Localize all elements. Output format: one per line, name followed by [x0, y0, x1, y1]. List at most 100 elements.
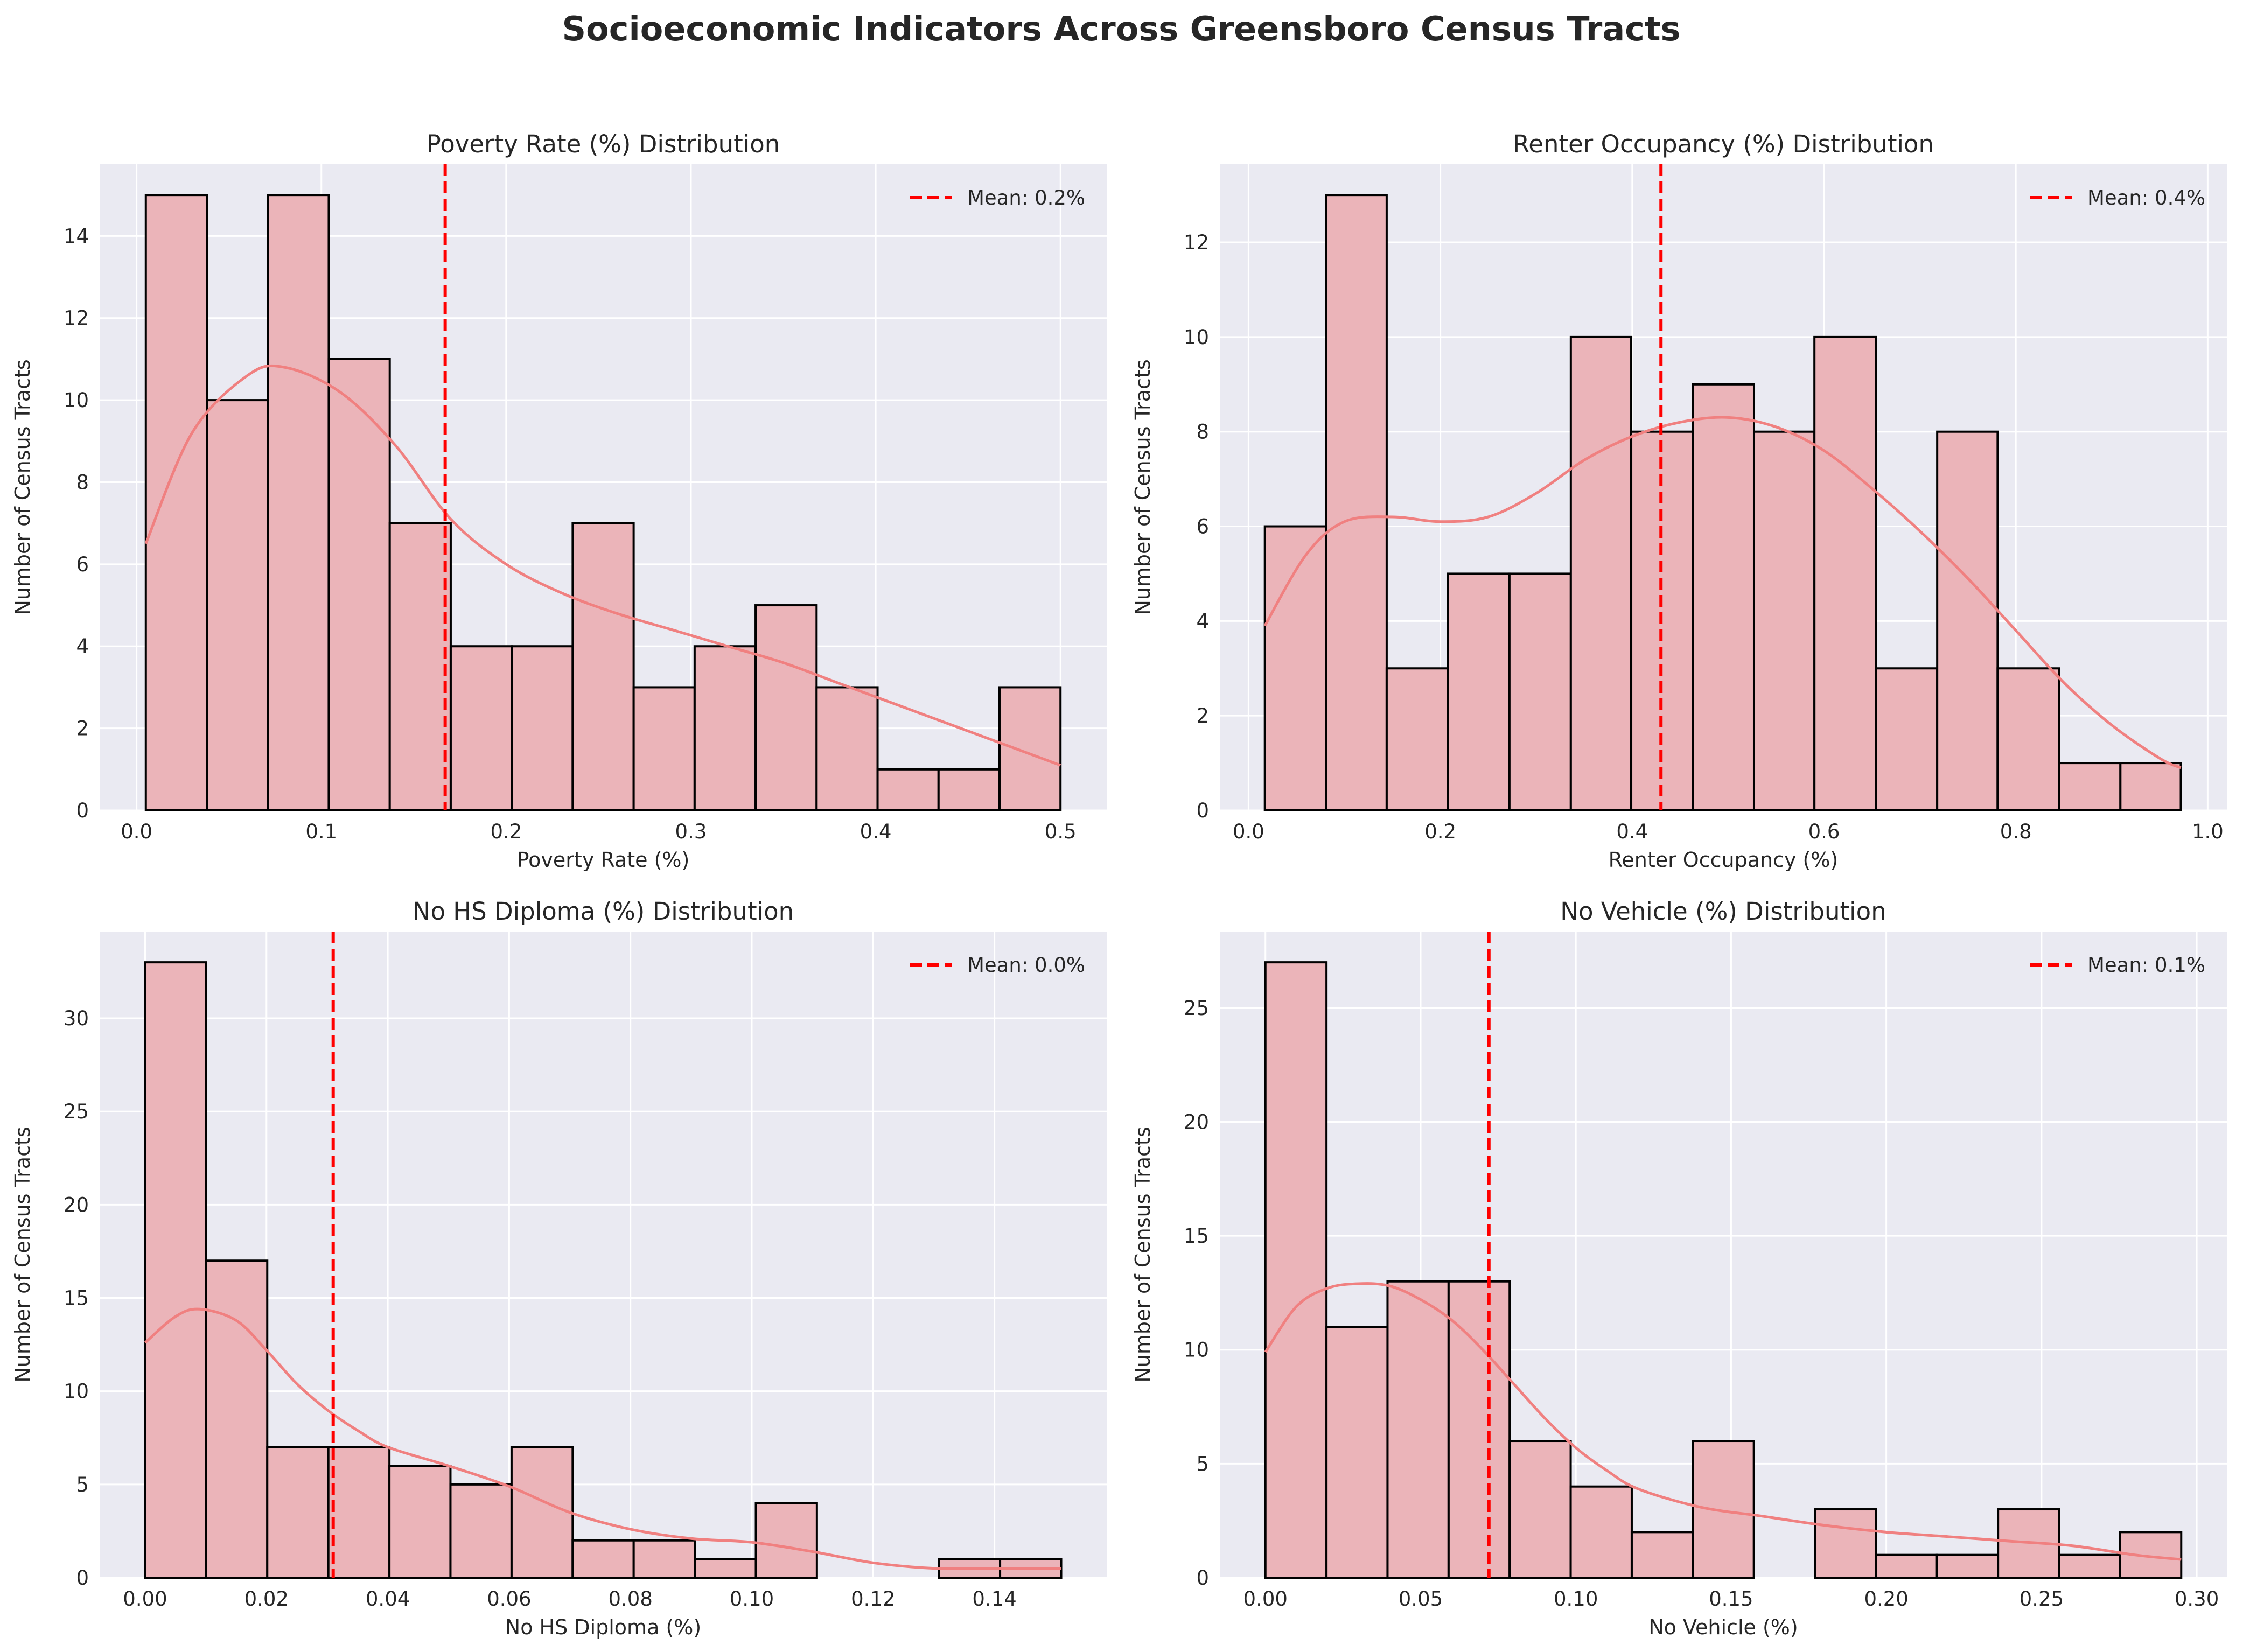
histogram-bar — [2119, 762, 2182, 811]
y-tick-label: 14 — [64, 225, 89, 248]
panel-title: Poverty Rate (%) Distribution — [427, 130, 780, 158]
y-tick-label: 0 — [1196, 1566, 1209, 1590]
histogram-bar — [1630, 1531, 1694, 1579]
x-tick-label: 0.0 — [1233, 820, 1264, 843]
y-tick-label: 8 — [76, 471, 89, 494]
x-tick-label: 0.25 — [2020, 1587, 2064, 1611]
y-tick-label: 15 — [64, 1287, 89, 1310]
histogram-bar — [511, 645, 574, 811]
x-tick-label: 0.14 — [972, 1587, 1016, 1611]
y-tick-label: 30 — [64, 1007, 89, 1030]
histogram-bar — [998, 686, 1062, 812]
y-axis-label: Number of Census Tracts — [11, 359, 34, 615]
y-tick-label: 25 — [1184, 997, 1209, 1020]
x-axis-label: No Vehicle (%) — [1648, 1615, 1798, 1639]
panel-title: No HS Diploma (%) Distribution — [413, 897, 794, 926]
histogram-bar — [327, 1446, 391, 1579]
x-tick-label: 0.1 — [305, 820, 337, 843]
panel-title: No Vehicle (%) Distribution — [1560, 897, 1886, 926]
x-tick-label: 0.2 — [490, 820, 522, 843]
y-axis-label: Number of Census Tracts — [1131, 1126, 1155, 1382]
legend-label: Mean: 0.2% — [967, 186, 1085, 209]
x-tick-label: 0.00 — [1243, 1587, 1288, 1611]
histogram-bar — [754, 604, 818, 811]
chart-panel: 0.00 0.02 0.04 0.06 0.08 0.10 0.12 0.14 0 5 10 15 20… — [11, 897, 1107, 1639]
chart-panel: 0.0 0.2 0.4 0.6 0.8 1.0 0 2 4 6 8 10 12 Renter Occupa… — [1131, 130, 2227, 872]
y-tick-label: 4 — [76, 635, 89, 658]
x-tick-label: 0.30 — [2175, 1587, 2219, 1611]
x-tick-label: 0.6 — [1808, 820, 1840, 843]
histogram-bar — [1508, 572, 1572, 811]
histogram-bar — [1935, 1553, 2000, 1579]
x-tick-label: 0.5 — [1045, 820, 1077, 843]
x-tick-label: 0.12 — [851, 1587, 895, 1611]
histogram-bar — [1508, 1440, 1572, 1579]
y-tick-label: 10 — [1184, 326, 1209, 349]
histogram-bar — [144, 961, 207, 1579]
histogram-bar — [1569, 1485, 1633, 1579]
figure-title: Socioeconomic Indicators Across Greensbo… — [562, 9, 1681, 48]
histogram-bar — [327, 358, 391, 811]
histogram-bar — [876, 768, 940, 812]
x-tick-label: 0.10 — [730, 1587, 774, 1611]
y-tick-label: 4 — [1196, 610, 1209, 633]
histogram-bar — [1569, 335, 1633, 811]
histogram-bar — [2058, 762, 2122, 811]
x-tick-label: 0.02 — [244, 1587, 289, 1611]
histogram-bar — [266, 1446, 330, 1579]
y-tick-label: 6 — [1196, 515, 1209, 538]
histogram-bar — [1264, 961, 1328, 1579]
histogram-bar — [1936, 430, 1999, 811]
histogram-bar — [267, 194, 330, 812]
histogram-bar — [1875, 667, 1939, 812]
kde-curve — [144, 364, 1061, 767]
x-tick-label: 0.15 — [1709, 1587, 1753, 1611]
y-tick-label: 10 — [64, 1380, 89, 1403]
x-axis-label: Renter Occupancy (%) — [1609, 848, 1839, 872]
histogram-bar — [754, 1502, 818, 1579]
panel-title: Renter Occupancy (%) Distribution — [1513, 130, 1934, 158]
y-tick-label: 20 — [1184, 1110, 1209, 1133]
y-tick-label: 12 — [1184, 231, 1209, 254]
x-tick-label: 1.0 — [2192, 820, 2224, 843]
histogram-bar — [632, 1539, 696, 1579]
histogram-bar — [144, 194, 208, 812]
histogram-bar — [571, 522, 635, 811]
y-tick-label: 12 — [64, 307, 89, 330]
y-tick-label: 6 — [76, 553, 89, 576]
legend-label: Mean: 0.1% — [2087, 954, 2205, 977]
histogram-bar — [1692, 1440, 1755, 1579]
x-tick-label: 0.2 — [1424, 820, 1456, 843]
histogram-bar — [1386, 1280, 1450, 1579]
histogram-bar — [1875, 1553, 1938, 1579]
x-tick-label: 0.8 — [2000, 820, 2032, 843]
histogram-bar — [1814, 1508, 1877, 1579]
histogram-bar — [1447, 1280, 1511, 1579]
kde-curve — [1263, 416, 2182, 769]
histogram-bar — [937, 768, 1001, 812]
x-tick-label: 0.3 — [675, 820, 707, 843]
x-tick-label: 0.20 — [1864, 1587, 1908, 1611]
histogram-bar — [1996, 667, 2060, 812]
histogram-bar — [1263, 525, 1327, 811]
histogram-bar — [632, 686, 696, 812]
x-tick-label: 0.4 — [1616, 820, 1648, 843]
legend-label: Mean: 0.0% — [967, 954, 1085, 977]
y-tick-label: 5 — [1196, 1452, 1209, 1475]
histogram-bar — [510, 1446, 574, 1579]
x-tick-label: 0.06 — [487, 1587, 531, 1611]
y-tick-label: 0 — [1196, 799, 1209, 822]
x-tick-label: 0.08 — [608, 1587, 652, 1611]
y-tick-label: 0 — [76, 1566, 89, 1590]
histogram-bar — [1385, 667, 1449, 812]
histogram-bar — [1692, 383, 1755, 811]
histogram-bar — [1325, 194, 1388, 812]
histogram-bar — [206, 399, 269, 811]
histogram-bar — [694, 1558, 757, 1579]
y-tick-label: 2 — [1196, 704, 1209, 727]
x-tick-label: 0.05 — [1399, 1587, 1443, 1611]
histogram-bar — [388, 522, 452, 811]
x-tick-label: 0.00 — [123, 1587, 167, 1611]
histogram-bar — [2058, 1553, 2121, 1579]
